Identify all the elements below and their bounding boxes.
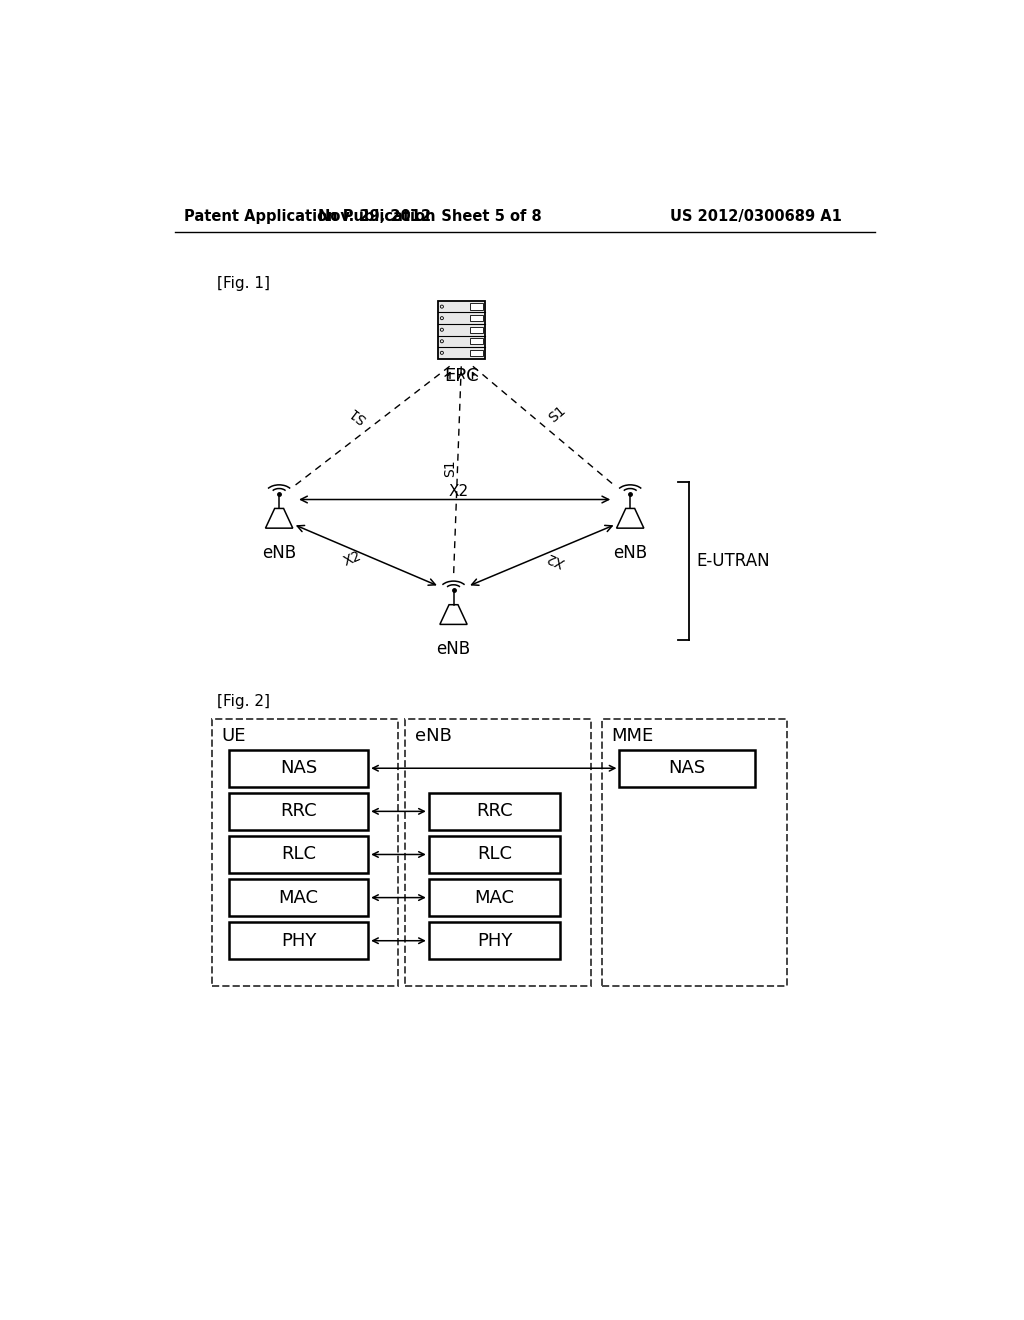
Text: RRC: RRC	[281, 803, 316, 820]
Text: E-UTRAN: E-UTRAN	[697, 552, 770, 570]
Polygon shape	[440, 605, 467, 624]
Text: Patent Application Publication: Patent Application Publication	[183, 209, 435, 223]
Bar	[429, 836, 560, 873]
Bar	[228, 750, 369, 787]
Bar	[470, 315, 483, 321]
Text: PHY: PHY	[477, 932, 512, 949]
Text: NAS: NAS	[280, 759, 317, 777]
Bar	[470, 304, 483, 310]
Text: S1: S1	[547, 404, 569, 425]
Text: PHY: PHY	[281, 932, 316, 949]
Text: eNB: eNB	[262, 544, 296, 562]
Text: S1: S1	[443, 459, 458, 477]
Text: X2: X2	[449, 484, 469, 499]
Bar	[228, 836, 369, 873]
Text: Nov. 29, 2012  Sheet 5 of 8: Nov. 29, 2012 Sheet 5 of 8	[318, 209, 542, 223]
Text: MAC: MAC	[474, 888, 515, 907]
Text: RLC: RLC	[477, 846, 512, 863]
Text: UE: UE	[221, 727, 246, 744]
Text: X2: X2	[341, 549, 364, 569]
Bar	[470, 350, 483, 356]
Bar	[228, 879, 369, 916]
Text: eNB: eNB	[415, 727, 452, 744]
Text: RLC: RLC	[281, 846, 316, 863]
Text: eNB: eNB	[436, 640, 471, 659]
Text: RRC: RRC	[476, 803, 513, 820]
Polygon shape	[616, 508, 644, 528]
Text: [Fig. 2]: [Fig. 2]	[217, 694, 270, 709]
Bar	[429, 879, 560, 916]
Bar	[620, 750, 755, 787]
Text: eNB: eNB	[613, 544, 647, 562]
Text: X2: X2	[545, 549, 567, 569]
Bar	[429, 923, 560, 960]
FancyBboxPatch shape	[602, 719, 786, 986]
Bar	[228, 793, 369, 830]
Bar	[438, 301, 484, 359]
Text: US 2012/0300689 A1: US 2012/0300689 A1	[671, 209, 843, 223]
Text: MAC: MAC	[279, 888, 318, 907]
Text: NAS: NAS	[669, 759, 706, 777]
Text: EPC: EPC	[444, 367, 478, 385]
Bar	[470, 326, 483, 333]
Text: [Fig. 1]: [Fig. 1]	[217, 276, 270, 290]
Text: S1: S1	[347, 404, 370, 425]
FancyBboxPatch shape	[212, 719, 397, 986]
Bar	[429, 793, 560, 830]
Bar	[228, 923, 369, 960]
Polygon shape	[265, 508, 293, 528]
Text: MME: MME	[611, 727, 654, 744]
FancyBboxPatch shape	[406, 719, 592, 986]
Bar	[470, 338, 483, 345]
